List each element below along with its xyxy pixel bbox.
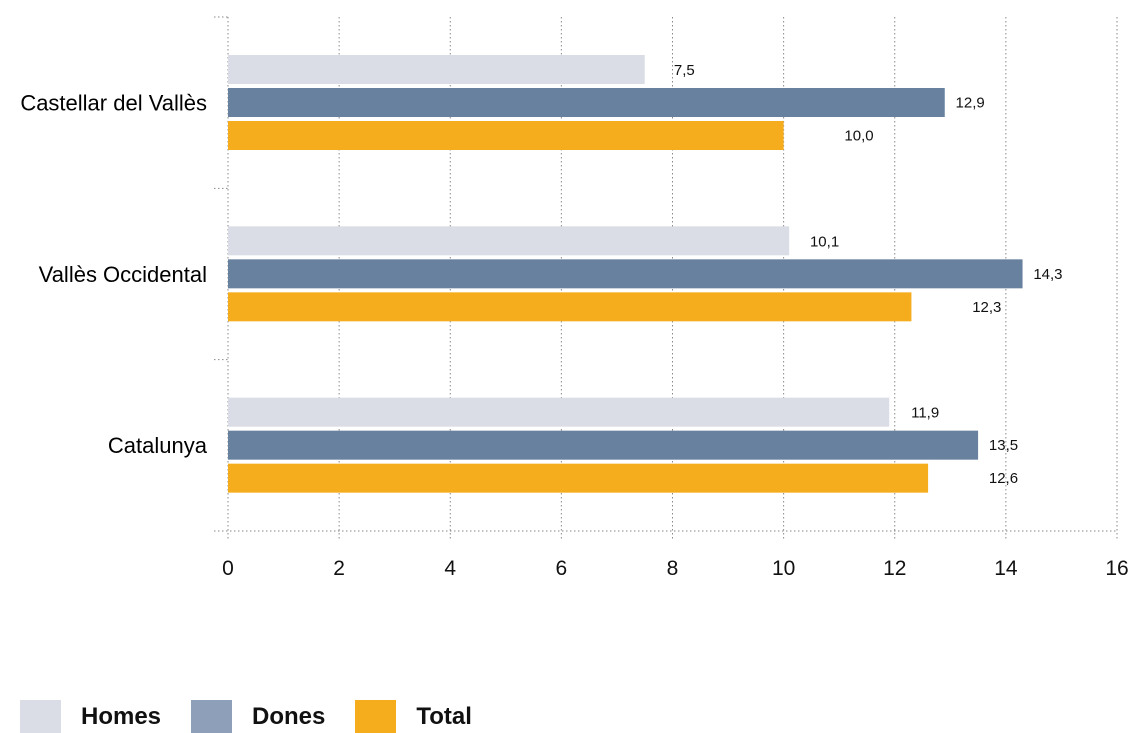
category-label: Castellar del Vallès	[20, 91, 207, 116]
legend-label-homes: Homes	[81, 702, 162, 730]
legend-label-total: Total	[416, 702, 472, 730]
data-label-dones: 13,5	[989, 437, 1018, 454]
category-label: Catalunya	[108, 433, 208, 458]
data-label-total: 12,6	[989, 470, 1018, 487]
x-tick-label: 2	[333, 557, 345, 580]
category-label: Vallès Occidental	[39, 262, 207, 287]
legend-label-dones: Dones	[252, 702, 326, 730]
bar-homes	[228, 226, 790, 256]
legend: Homes Dones Total	[20, 700, 502, 733]
data-label-homes: 10,1	[810, 233, 839, 250]
legend-swatch-total	[355, 700, 397, 733]
bar-chart: 0 2 4 6 8 10 12 14 16 Castellar del Vallès 7,5 12,9…	[20, 16, 1129, 580]
x-tick-label: 4	[444, 557, 456, 580]
bar-total	[228, 292, 912, 322]
bar-total	[228, 121, 784, 150]
x-tick-label: 14	[994, 557, 1018, 580]
x-tick-label: 0	[222, 557, 234, 580]
bar-homes	[228, 55, 645, 84]
x-tick-label: 10	[772, 557, 795, 580]
bar-homes	[228, 397, 890, 427]
legend-swatch-dones	[191, 700, 233, 733]
data-label-dones: 12,9	[956, 95, 985, 112]
data-label-homes: 7,5	[674, 62, 695, 79]
legend-item-homes: Homes	[20, 700, 161, 733]
data-label-total: 12,3	[972, 299, 1001, 316]
data-label-homes: 11,9	[911, 405, 939, 422]
bar-dones	[228, 259, 1023, 289]
x-tick-label: 6	[556, 557, 568, 580]
data-label-dones: 14,3	[1033, 266, 1062, 283]
x-tick-label: 12	[883, 557, 906, 580]
bar-dones	[228, 88, 945, 117]
legend-swatch-homes	[20, 700, 61, 733]
bar-dones	[228, 430, 979, 460]
x-tick-label: 16	[1105, 557, 1128, 580]
legend-item-dones: Dones	[191, 700, 325, 733]
bar-total	[228, 463, 929, 493]
x-tick-label: 8	[667, 557, 679, 580]
data-label-total: 10,0	[844, 128, 873, 145]
legend-item-total: Total	[355, 700, 472, 733]
